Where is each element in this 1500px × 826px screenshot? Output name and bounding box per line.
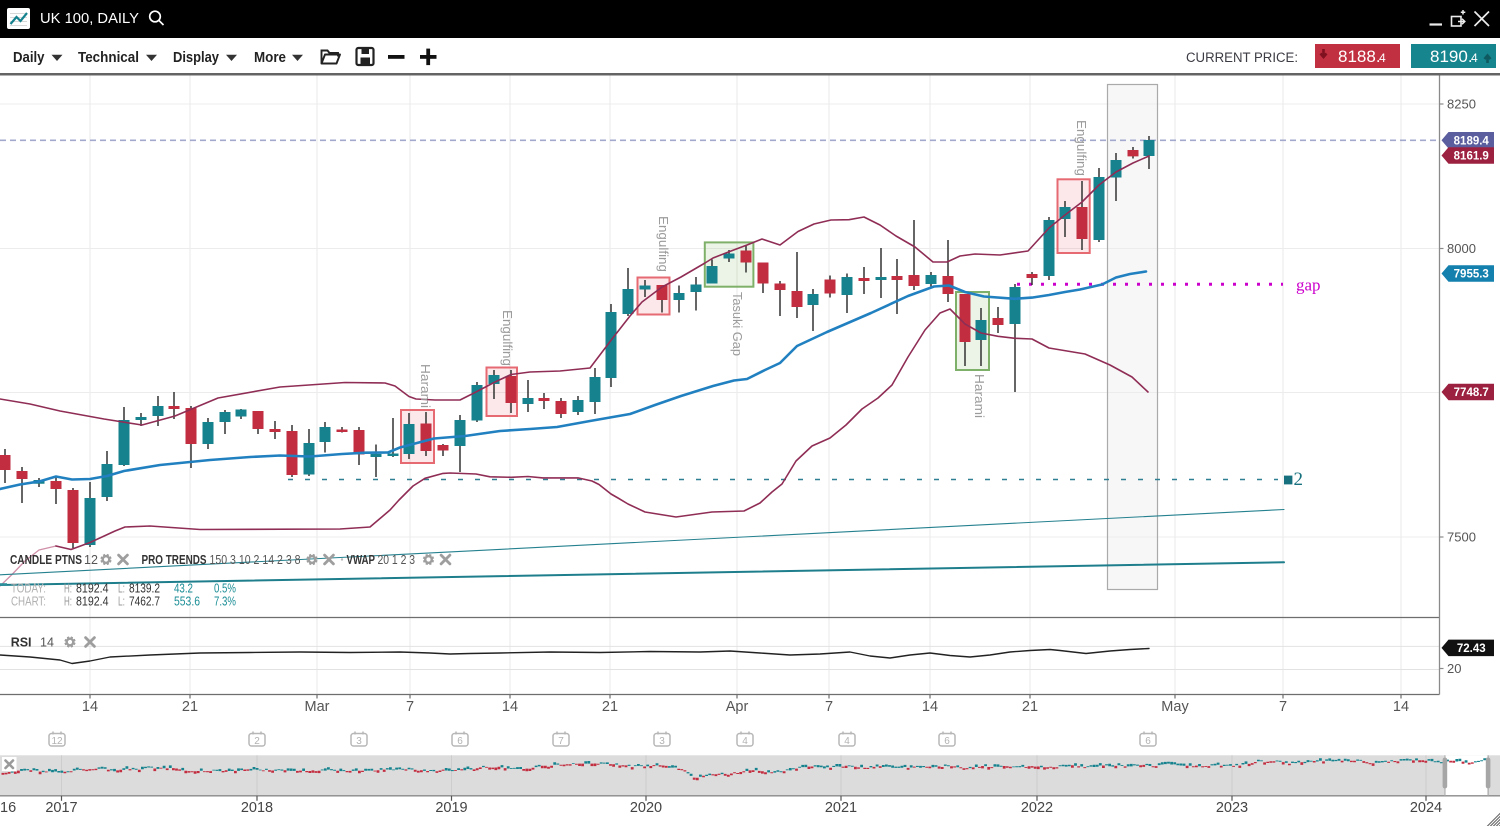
- svg-text:L:: L:: [118, 582, 125, 596]
- svg-text:Daily: Daily: [13, 49, 45, 66]
- svg-text:4: 4: [844, 736, 850, 747]
- svg-text:Technical: Technical: [78, 49, 139, 66]
- svg-text:6: 6: [457, 736, 463, 747]
- svg-text:3: 3: [356, 736, 362, 747]
- svg-text:14: 14: [40, 636, 54, 650]
- svg-text:3: 3: [659, 736, 665, 747]
- svg-text:12: 12: [51, 736, 63, 747]
- svg-text:Engulfing: Engulfing: [656, 216, 671, 272]
- svg-text:May: May: [1161, 699, 1189, 715]
- svg-text:2024: 2024: [1410, 800, 1442, 816]
- svg-text:CHART:: CHART:: [11, 595, 46, 609]
- svg-text:Display: Display: [173, 49, 220, 66]
- svg-text:21: 21: [602, 699, 618, 715]
- svg-text:43.2: 43.2: [174, 582, 193, 596]
- svg-text:6: 6: [1145, 736, 1151, 747]
- svg-text:PRO TRENDS: PRO TRENDS: [142, 553, 207, 567]
- svg-text:H:: H:: [64, 582, 72, 596]
- svg-text:Harami: Harami: [972, 374, 987, 418]
- svg-text:8250: 8250: [1447, 97, 1476, 112]
- svg-text:2022: 2022: [1021, 800, 1053, 816]
- svg-text:CANDLE PTNS: CANDLE PTNS: [10, 553, 82, 567]
- svg-text:2020: 2020: [630, 800, 662, 816]
- svg-text:2: 2: [1294, 469, 1304, 490]
- svg-text:0.5%: 0.5%: [214, 582, 236, 596]
- svg-text:7: 7: [1279, 699, 1287, 715]
- svg-text:2023: 2023: [1216, 800, 1248, 816]
- svg-text:L:: L:: [118, 595, 125, 609]
- svg-text:7500: 7500: [1447, 530, 1476, 545]
- svg-text:Engulfing: Engulfing: [500, 310, 515, 366]
- svg-text:150 3 10 2 14 2 3 8: 150 3 10 2 14 2 3 8: [210, 553, 301, 567]
- svg-text:21: 21: [1022, 699, 1038, 715]
- svg-text:4: 4: [1471, 51, 1478, 65]
- svg-text:16: 16: [0, 800, 16, 816]
- svg-text:6: 6: [944, 736, 950, 747]
- svg-text:UK 100, DAILY: UK 100, DAILY: [40, 11, 139, 27]
- svg-text:7: 7: [825, 699, 833, 715]
- svg-text:TODAY:: TODAY:: [11, 582, 46, 596]
- svg-text:7955.3: 7955.3: [1454, 269, 1489, 281]
- svg-text:RSI: RSI: [11, 636, 32, 650]
- svg-text:8188.: 8188.: [1338, 47, 1381, 66]
- svg-text:7: 7: [406, 699, 414, 715]
- svg-text:2021: 2021: [825, 800, 857, 816]
- svg-text:8190.: 8190.: [1430, 47, 1473, 66]
- svg-text:14: 14: [82, 699, 98, 715]
- svg-text:14: 14: [502, 699, 518, 715]
- svg-text:2: 2: [254, 736, 260, 747]
- svg-text:12: 12: [84, 553, 98, 567]
- svg-text:2018: 2018: [241, 800, 273, 816]
- svg-text:CURRENT PRICE:: CURRENT PRICE:: [1186, 50, 1298, 65]
- svg-text:553.6: 553.6: [174, 595, 200, 609]
- svg-text:2019: 2019: [435, 800, 467, 816]
- svg-text:2017: 2017: [45, 800, 77, 816]
- svg-text:VWAP: VWAP: [347, 553, 376, 567]
- svg-text:4: 4: [1379, 51, 1386, 65]
- svg-text:21: 21: [182, 699, 198, 715]
- svg-text:gap: gap: [1296, 276, 1321, 295]
- svg-text:14: 14: [922, 699, 938, 715]
- svg-text:Apr: Apr: [726, 699, 749, 715]
- svg-text:7.3%: 7.3%: [214, 595, 236, 609]
- svg-text:7: 7: [558, 736, 564, 747]
- svg-text:8189.4: 8189.4: [1454, 136, 1490, 148]
- svg-text:72.43: 72.43: [1457, 643, 1486, 655]
- svg-text:H:: H:: [64, 595, 72, 609]
- svg-text:8139.2: 8139.2: [129, 582, 160, 596]
- svg-text:Mar: Mar: [305, 699, 330, 715]
- svg-text:14: 14: [1393, 699, 1409, 715]
- svg-text:Tasuki Gap: Tasuki Gap: [730, 292, 745, 356]
- svg-text:8000: 8000: [1447, 241, 1476, 256]
- svg-text:8192.4: 8192.4: [76, 582, 109, 596]
- svg-text:20: 20: [1447, 661, 1461, 676]
- svg-text:20 1 2 3: 20 1 2 3: [378, 553, 416, 567]
- svg-text:7748.7: 7748.7: [1454, 387, 1489, 399]
- svg-text:More: More: [254, 49, 286, 66]
- svg-text:Harami: Harami: [418, 364, 433, 408]
- svg-text:8192.4: 8192.4: [76, 595, 109, 609]
- svg-text:4: 4: [742, 736, 748, 747]
- svg-text:7462.7: 7462.7: [129, 595, 160, 609]
- svg-text:8161.9: 8161.9: [1454, 151, 1489, 163]
- svg-text:Engulfing: Engulfing: [1074, 120, 1089, 176]
